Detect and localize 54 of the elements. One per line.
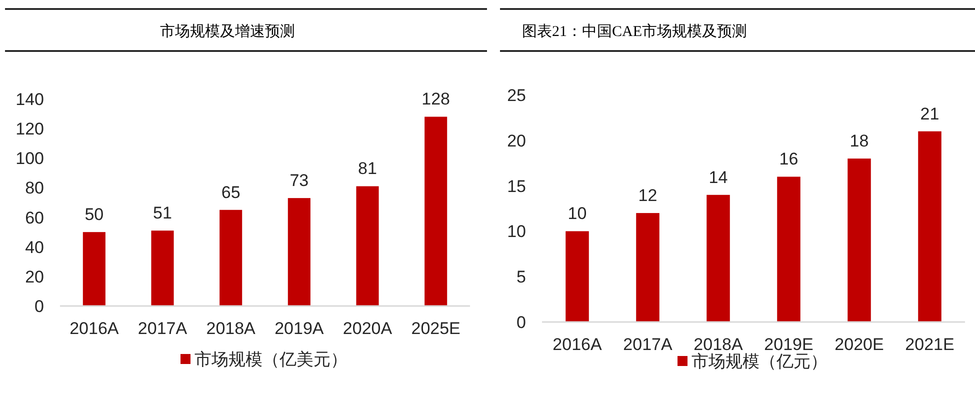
x-tick-label: 2018A — [206, 319, 256, 338]
y-tick-label: 20 — [25, 267, 44, 286]
x-tick-label: 2016A — [552, 335, 602, 354]
bar — [288, 198, 310, 306]
chart-title: 市场规模及增速预测 — [160, 23, 295, 40]
data-label: 14 — [708, 168, 728, 187]
x-tick-label: 2017A — [623, 335, 673, 354]
data-label: 51 — [153, 204, 172, 223]
bar — [848, 158, 871, 322]
x-tick-label: 2021E — [905, 335, 954, 354]
bar — [566, 231, 589, 322]
bar — [636, 213, 660, 322]
y-tick-label: 100 — [16, 149, 44, 168]
y-tick-label: 25 — [507, 86, 526, 105]
data-label: 65 — [221, 182, 240, 202]
data-label: 21 — [920, 104, 940, 124]
x-tick-label: 2019A — [274, 319, 324, 338]
y-tick-label: 10 — [507, 222, 526, 242]
y-tick-label: 0 — [34, 297, 44, 316]
x-tick-label: 2018A — [694, 335, 744, 354]
data-label: 16 — [779, 150, 798, 169]
data-label: 12 — [638, 186, 658, 206]
x-tick-label: 2020E — [834, 335, 884, 354]
bar — [220, 210, 242, 306]
y-tick-label: 0 — [516, 313, 526, 332]
x-tick-label: 2017A — [138, 319, 188, 338]
y-tick-label: 60 — [25, 208, 44, 228]
y-tick-label: 40 — [25, 238, 44, 257]
data-label: 10 — [568, 204, 587, 224]
x-tick-label: 2025E — [411, 319, 460, 338]
data-label: 128 — [422, 90, 450, 109]
bar — [777, 176, 800, 322]
bar — [356, 186, 379, 306]
data-label: 50 — [84, 205, 104, 224]
bar — [424, 116, 448, 306]
x-tick-label: 2016A — [70, 319, 120, 338]
y-tick-label: 20 — [507, 131, 526, 150]
x-tick-label: 2019E — [764, 335, 814, 354]
bar — [82, 232, 106, 306]
bar — [918, 131, 942, 322]
y-tick-label: 140 — [16, 90, 44, 109]
data-label: 73 — [290, 171, 309, 190]
y-tick-label: 5 — [516, 268, 526, 287]
y-tick-label: 120 — [16, 120, 44, 139]
bar — [151, 230, 174, 306]
data-label: 81 — [358, 159, 377, 178]
y-tick-label: 15 — [507, 176, 526, 196]
chart-title: 图表21：中国CAE市场规模及预测 — [522, 23, 747, 40]
x-tick-label: 2020A — [342, 319, 393, 338]
legend-label: 市场规模（亿元） — [692, 352, 828, 371]
y-tick-label: 80 — [25, 178, 44, 198]
bar — [706, 194, 730, 322]
legend-label: 市场规模（亿美元） — [194, 350, 348, 369]
data-label: 18 — [850, 132, 869, 151]
